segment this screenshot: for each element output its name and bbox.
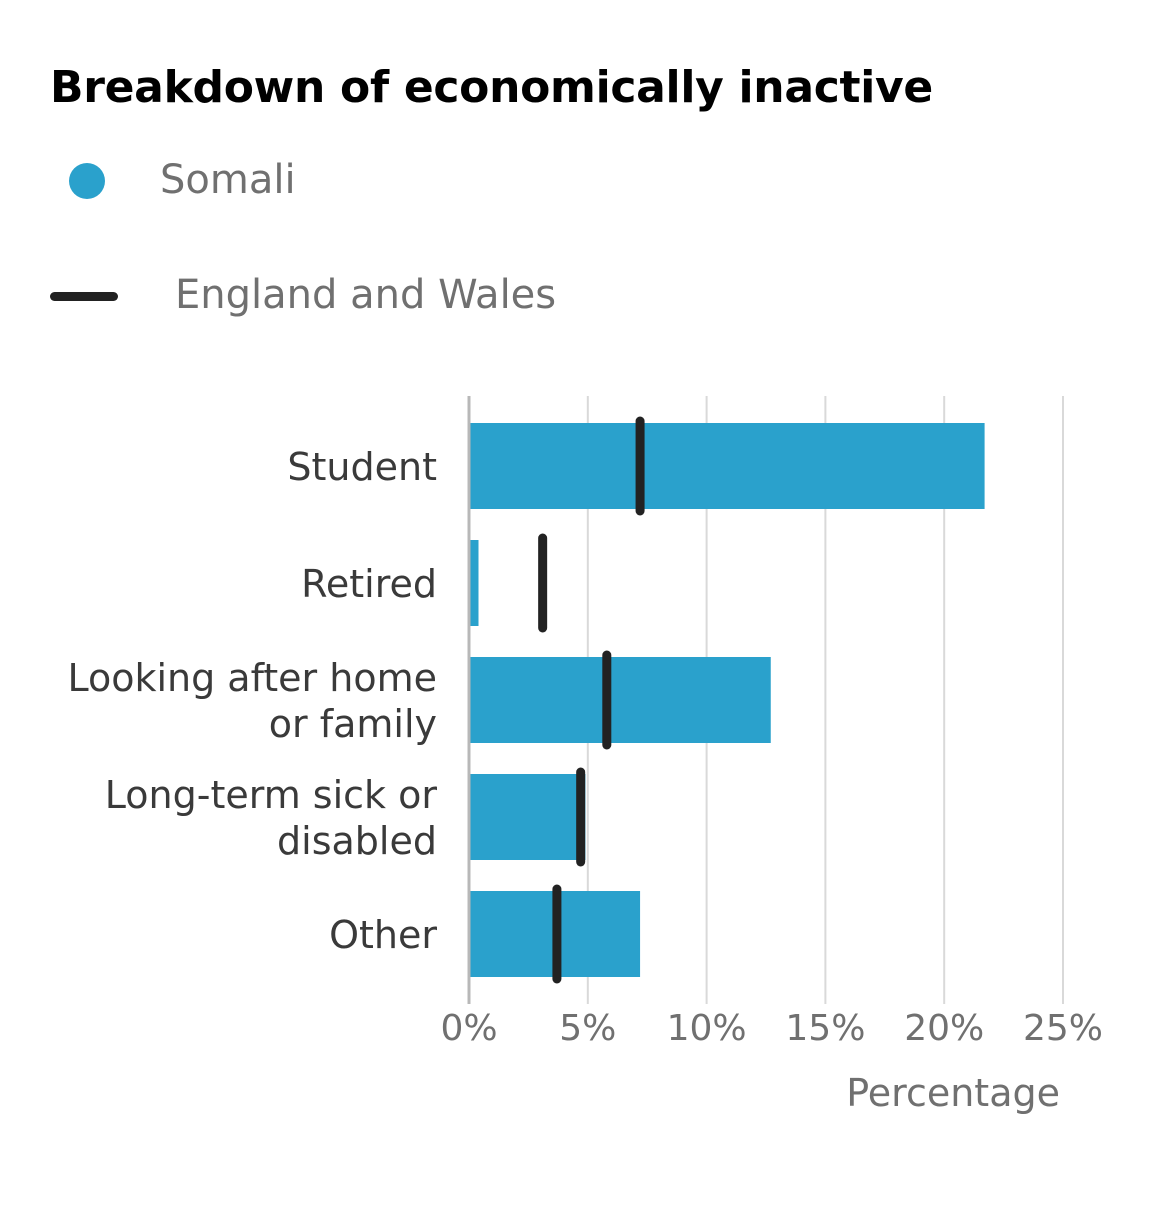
bar-retired <box>469 540 479 626</box>
x-axis-title: Percentage <box>846 1071 1060 1115</box>
legend-swatch-line <box>50 292 118 301</box>
x-tick-label-15: 15% <box>785 1008 865 1049</box>
bar-looking-after-home-or-family <box>469 657 771 743</box>
bar-student <box>469 423 985 509</box>
x-tick-label-25: 25% <box>1023 1008 1103 1049</box>
x-tick-label-0: 0% <box>440 1008 497 1049</box>
category-label-other: Other <box>329 913 437 957</box>
legend-label-somali: Somali <box>160 157 296 203</box>
chart-title: Breakdown of economically inactive <box>50 62 933 113</box>
category-label-retired: Retired <box>301 562 437 606</box>
bar-long-term-sick-or-disabled <box>469 774 586 860</box>
x-tick-label-10: 10% <box>667 1008 747 1049</box>
category-label-disabled: disabled <box>277 819 437 863</box>
legend-item-somali: Somali <box>0 151 700 211</box>
category-label-or-family: or family <box>269 702 437 746</box>
legend-item-england-and-wales: England and Wales <box>0 266 700 326</box>
legend-swatch-dot <box>69 163 105 199</box>
x-tick-label-20: 20% <box>904 1008 984 1049</box>
category-label-long-term-sick-or: Long-term sick or <box>105 773 438 817</box>
category-label-student: Student <box>287 445 437 489</box>
legend-label-england-and-wales: England and Wales <box>175 272 557 318</box>
category-label-looking-after-home: Looking after home <box>67 656 437 700</box>
x-tick-label-5: 5% <box>559 1008 616 1049</box>
